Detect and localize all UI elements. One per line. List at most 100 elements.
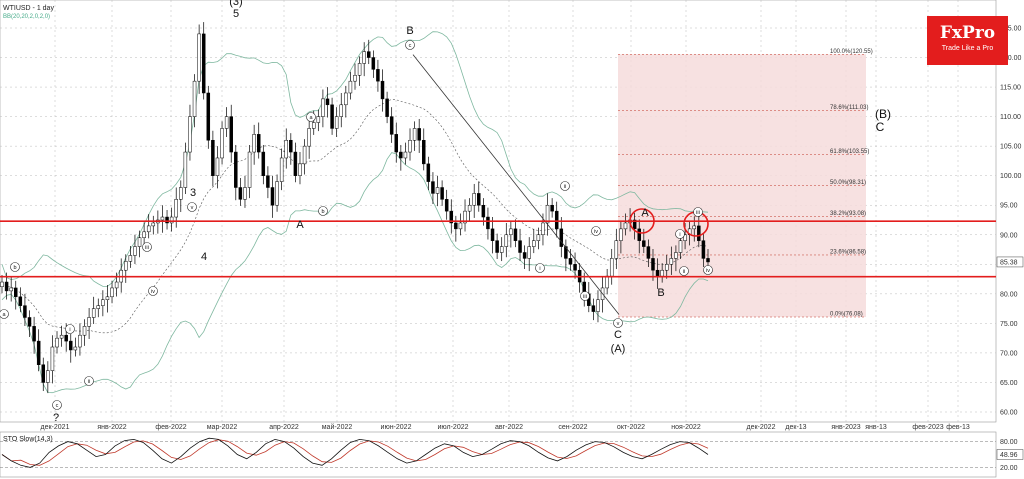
y-tick-label: 110.00 [1000,114,1021,121]
candle-body [467,204,472,212]
candle-body [655,269,660,277]
candle-body [513,228,518,241]
x-tick-label: сен-2022 [558,424,587,431]
roman-marker [306,112,316,122]
candle-body [646,246,651,259]
candle-body [270,187,275,206]
x-tick-label: дек-13 [785,424,806,431]
candle-body [197,33,201,82]
roman-label: v [191,205,194,211]
candle-body [229,116,233,153]
roman-label: c [409,43,412,49]
candle-body [220,128,224,159]
candle-body [435,187,440,194]
stochastic-lines [0,437,996,468]
roman-label: i [69,327,70,333]
candle-body [532,240,536,247]
candle-body [73,346,78,351]
candle-body [18,296,23,306]
candle-body [623,222,628,230]
candle-body [275,181,279,206]
candle-body [0,281,4,288]
candle-body [353,75,357,82]
x-tick-label: авг-2022 [495,424,523,431]
trend-line [412,54,620,315]
stoch-value-label: 48.96 [1000,452,1018,459]
candle-body [348,80,353,94]
candle-body [124,261,128,271]
x-tick-label: янв-13 [865,424,887,431]
roman-marker [535,263,545,273]
x-tick-label: дек-2021 [41,424,70,431]
candle-body [142,231,146,238]
candle-body [454,222,458,230]
candle-body [307,128,311,147]
stoch-d-line [1,439,709,466]
candle-body [518,240,522,253]
candle-body [169,216,174,224]
candle-body [201,33,206,94]
candle-body [46,370,50,383]
candle-body [96,305,101,309]
candle-body [59,334,64,339]
y-tick-label: 65.00 [1000,380,1018,387]
fxpro-logo: FxPro Trade Like a Pro [927,16,1008,65]
roman-marker [10,262,20,272]
y-tick-label: 80.00 [1000,291,1018,298]
candle-body [380,80,385,100]
wave-label: ? [53,412,59,424]
candle-body [545,204,550,224]
roman-marker [187,202,197,212]
current-price-box [996,256,1024,268]
candle-body [564,246,568,259]
time-axis: дек-2021 янв-2022 фев-2022 мар-2022 апр-2022… [41,423,970,431]
roman-label: iii [696,210,700,216]
wave-label: A [641,207,649,219]
logo-tagline: Trade Like a Pro [941,45,994,52]
candle-body [105,296,110,301]
y-tick-label: 120.00 [1000,55,1022,62]
candle-body [311,122,316,129]
candle-body [642,240,646,247]
candle-body [559,228,564,247]
candle-body [325,98,330,106]
candle-body [444,199,449,212]
y-tick-label: 100.00 [1000,173,1022,180]
candle-body [637,228,641,241]
candle-body [550,204,554,212]
candle-body [609,258,614,277]
candle-body [697,225,701,241]
candle-body [9,287,13,292]
stoch-axis: 20.00 80.00 48.96 [996,439,1024,472]
roman-marker [84,376,94,386]
roman-marker [703,265,713,275]
candle-body [417,128,421,141]
roman-marker [591,226,601,236]
candle-body [23,305,27,318]
price-axis: 60.0065.0070.0075.0080.0085.0090.0095.00… [996,26,1024,417]
roman-label: v [617,321,620,327]
candle-body [50,346,55,371]
candle-body [206,92,211,141]
candle-body [394,134,399,153]
candle-body [573,264,577,271]
roman-marker [560,181,570,191]
candle-body [215,157,220,176]
roman-marker [405,40,415,50]
chart-title: WTIUSD - 1 day [3,5,54,12]
wave-label: C [614,329,622,341]
candle-body [27,317,32,327]
wave-label: (A) [611,343,626,355]
y-tick-label: 75.00 [1000,321,1018,328]
roman-label: ii [564,184,566,190]
roman-marker [613,318,623,328]
candle-body [78,334,82,348]
roman-label: a [2,312,6,318]
roman-label: c [56,403,59,409]
candle-body [477,193,481,206]
roman-marker [65,324,75,334]
candle-body [596,299,600,312]
fib-label: 100.0%(120.55) [830,49,873,55]
candle-body [55,337,59,348]
